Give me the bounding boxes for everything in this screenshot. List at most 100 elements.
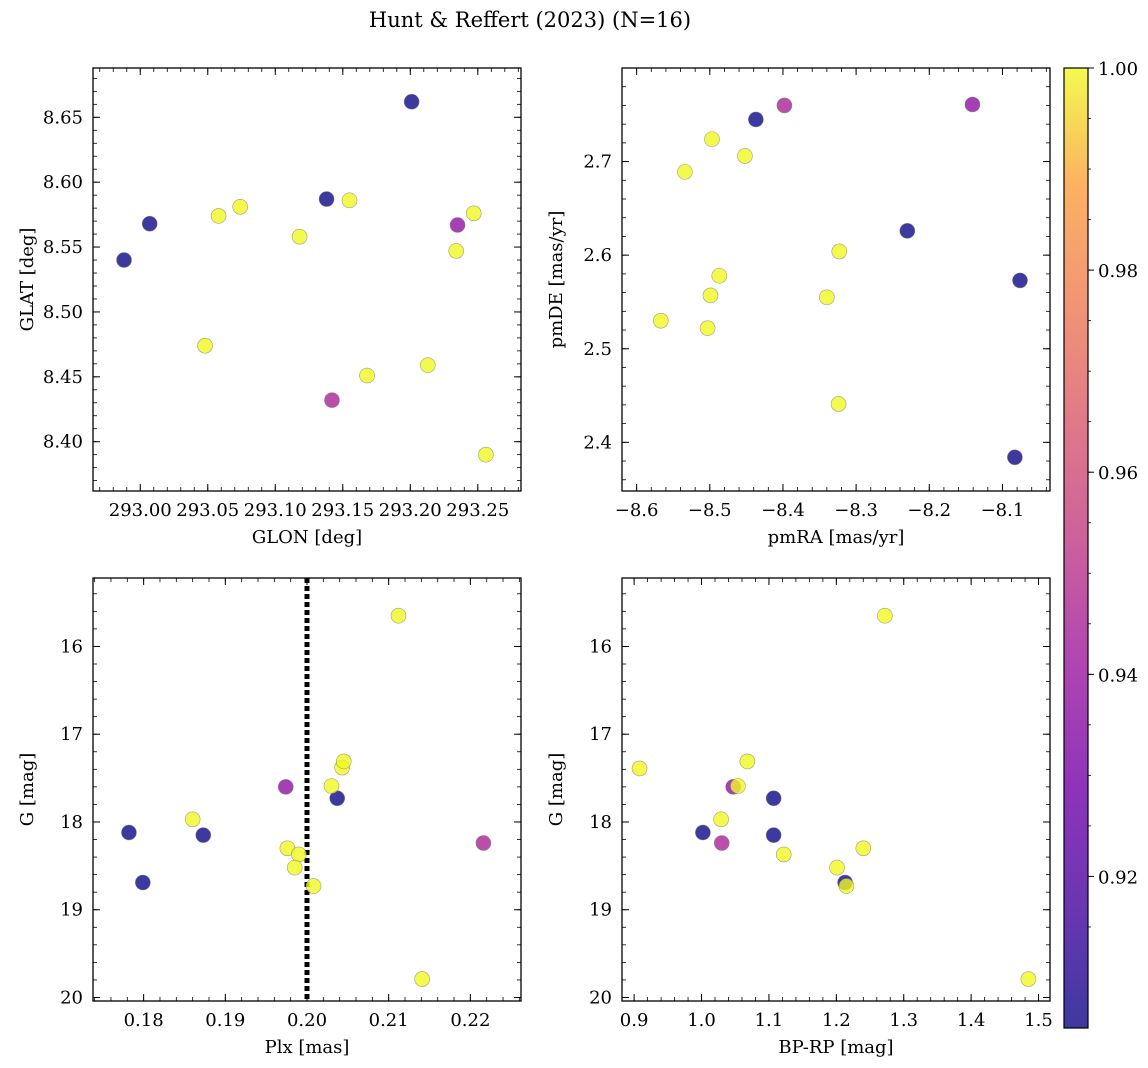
data-point [323,778,340,794]
panel-3: 0.18 0.19 0.20 0.21 0.22 16 17 18 19 20 Plx [mas] G… [17,577,522,1058]
data-point [475,835,492,851]
x-axis-label: GLON [deg] [252,527,362,548]
data-point [677,164,693,180]
y-tick-label: 17 [589,724,612,745]
colorbar-frame [1063,67,1089,1029]
x-tick-label: −8.3 [834,500,878,521]
data-point [899,223,916,239]
y-axis-label: GLAT [deg] [17,228,38,332]
y-tick-label: 2.7 [583,152,612,173]
data-point [748,111,764,128]
x-tick-label: 0.21 [369,1010,409,1031]
data-point [184,811,201,828]
plot-area [622,68,1050,491]
data-point [286,859,303,876]
y-tick-label: 8.50 [43,302,83,323]
data-point [713,835,730,851]
data-point [318,191,335,207]
y-tick-label: 8.60 [43,172,83,193]
data-point [699,320,716,336]
data-point [819,289,835,306]
x-tick-label: −8.5 [688,500,732,521]
y-tick-label: 8.40 [43,432,83,453]
data-point [838,878,855,894]
x-tick-label: −8.2 [907,500,951,521]
y-tick-label: 2.4 [583,432,612,453]
data-point [877,607,893,624]
y-axis-label: pmDE [mas/yr] [546,211,567,349]
x-tick-label: 1.3 [889,1010,918,1031]
panel-4: 0.9 1.0 1.1 1.2 1.3 1.4 1.5 16 17 18 19 20 BP-RP [ma… [546,577,1053,1058]
data-point [403,93,420,110]
data-point [210,208,227,224]
y-tick-label: 18 [60,812,83,833]
y-tick-label: 8.45 [43,367,83,388]
colorbar-tick-label: 0.98 [1098,261,1138,282]
axes-frame [92,67,522,492]
data-point [390,607,407,624]
data-point [711,267,728,284]
data-point [232,199,248,215]
colorbar-tick-label: 1.00 [1098,59,1138,80]
colorbar: 0.92 0.94 0.96 0.98 1.00 [1063,59,1138,1029]
y-tick-label: 18 [589,812,612,833]
plot-area [93,68,521,491]
data-point [1007,449,1023,466]
data-point [324,392,340,408]
data-point [277,779,294,795]
data-point [335,753,352,770]
panels: 293.00 293.05 293.10 293.15 293.20 293.25 8.40… [17,67,1053,1058]
data-point [305,878,322,894]
x-axis-label: pmRA [mas/yr] [768,527,905,548]
data-point [704,131,720,147]
x-tick-label: 0.19 [205,1010,245,1031]
x-tick-label: 1.2 [822,1010,851,1031]
y-axis-label: G [mag] [546,753,567,826]
data-point [341,192,358,209]
y-axis-label: G [mag] [17,753,38,826]
x-tick-label: 0.20 [287,1010,327,1031]
y-tick-label: 20 [589,987,612,1008]
y-tick-label: 8.65 [43,107,83,128]
y-tick-label: 2.6 [583,245,612,266]
data-point [765,790,782,807]
y-tick-label: 16 [60,636,83,657]
x-tick-label: 293.10 [244,500,307,521]
y-tick-label: 19 [60,900,83,921]
data-point [964,96,981,113]
data-point [730,778,746,794]
x-tick-label: 0.22 [450,1010,490,1031]
panel-1: 293.00 293.05 293.10 293.15 293.20 293.25 8.40… [17,67,522,548]
data-point [713,811,729,828]
colorbar-tick-label: 0.92 [1098,867,1138,888]
panel-2: −8.6 −8.5 −8.4 −8.3 −8.2 −8.1 2.4 2.5 2.6 2.7 pmRA… [546,67,1051,548]
data-point [831,243,848,260]
x-tick-label: 1.0 [687,1010,716,1031]
data-point [765,827,782,843]
plot-area [622,578,1050,1001]
data-point [195,827,212,843]
colorbar-tick-label: 0.96 [1098,463,1138,484]
data-point [631,760,648,777]
y-tick-label: 2.5 [583,339,612,360]
data-point [448,243,464,259]
data-point [414,971,430,987]
x-tick-label: 0.9 [620,1010,649,1031]
x-tick-label: 293.25 [446,500,509,521]
x-axis-label: BP-RP [mag] [778,1037,893,1058]
data-point [830,396,847,412]
y-tick-label: 20 [60,987,83,1008]
data-point [695,824,711,841]
data-point [359,367,375,384]
figure-title: Hunt & Reffert (2023) (N=16) [369,8,691,32]
data-point [121,824,137,841]
x-axis-label: Plx [mas] [265,1037,350,1058]
x-tick-label: 1.1 [755,1010,784,1031]
x-tick-label: −8.4 [761,500,805,521]
x-tick-label: 293.20 [379,500,442,521]
data-point [1012,272,1028,289]
data-point [739,753,756,770]
y-tick-label: 16 [589,636,612,657]
data-point [776,97,793,114]
